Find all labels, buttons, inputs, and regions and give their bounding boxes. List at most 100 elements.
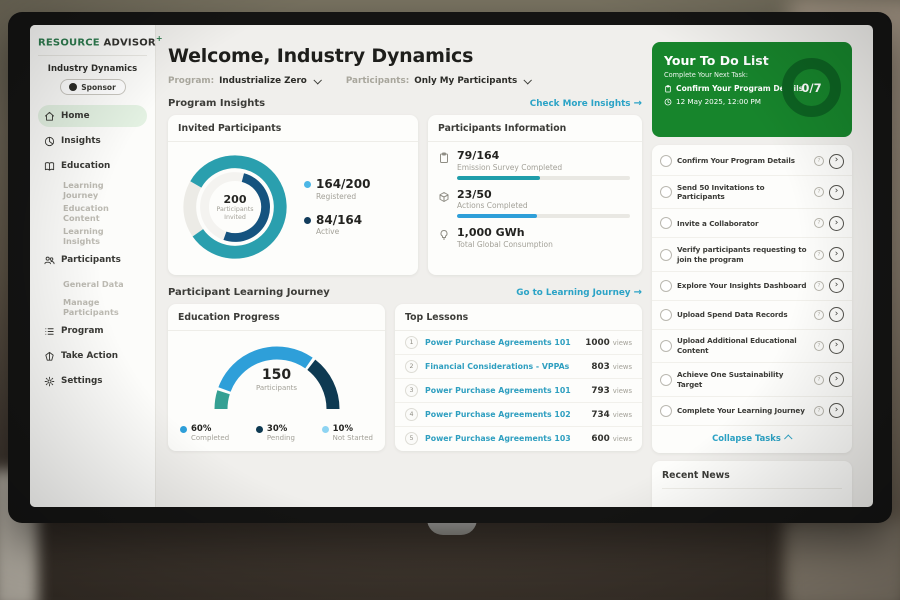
lesson-link[interactable]: Financial Considerations - VPPAs bbox=[425, 362, 570, 371]
progress-bar bbox=[457, 175, 630, 180]
card-title: Invited Participants bbox=[168, 115, 418, 142]
task-checkbox[interactable] bbox=[660, 308, 672, 321]
insights-icon bbox=[44, 136, 55, 147]
participants-icon bbox=[44, 255, 55, 266]
metric-label: Total Global Consumption bbox=[457, 239, 553, 249]
info-icon[interactable]: ? bbox=[814, 280, 824, 291]
sidebar-item-learning-insights[interactable]: Learning Insights bbox=[38, 226, 147, 246]
task-checkbox[interactable] bbox=[660, 404, 672, 417]
legend-completed: 60% Completed bbox=[180, 424, 229, 442]
task-checkbox[interactable] bbox=[660, 340, 672, 353]
task-go-button[interactable]: › bbox=[829, 184, 844, 200]
sidebar-item-settings[interactable]: Settings bbox=[38, 370, 147, 392]
go-to-learning-journey-link[interactable]: Go to Learning Journey → bbox=[516, 287, 642, 298]
sidebar-item-take-action[interactable]: Take Action bbox=[38, 345, 147, 367]
task-row: Confirm Your Program Details ? › bbox=[652, 147, 852, 176]
sidebar-item-label: Manage Participants bbox=[63, 297, 119, 318]
sidebar-item-label: Learning Insights bbox=[63, 226, 104, 247]
lesson-rank: 4 bbox=[405, 408, 418, 421]
sidebar-item-home[interactable]: Home bbox=[38, 105, 147, 128]
participants-dropdown[interactable]: Participants: Only My Participants bbox=[346, 76, 533, 86]
task-label: Achieve One Sustainability Target bbox=[677, 369, 784, 389]
arrow-right-icon: → bbox=[633, 287, 642, 298]
program-insights-title: Program Insights bbox=[168, 98, 266, 109]
sidebar-item-manage-participants[interactable]: Manage Participants bbox=[38, 297, 147, 317]
journey-cards-row: Education Progress 150 Participants bbox=[168, 304, 642, 451]
sidebar-item-label: Education Content bbox=[63, 203, 109, 224]
metric-label: Actions Completed bbox=[457, 201, 528, 211]
todo-tasks-card: Confirm Your Program Details ? › Send 50… bbox=[652, 145, 852, 453]
sidebar-divider bbox=[38, 55, 147, 57]
gauge-legend: 60% Completed 30% Pending 10% Not Starte… bbox=[168, 417, 385, 442]
info-icon[interactable]: ? bbox=[814, 405, 824, 416]
sidebar-item-program[interactable]: Program bbox=[38, 320, 147, 342]
legend-registered: 164/200 Registered bbox=[304, 177, 371, 201]
legend-value: 164/200 bbox=[316, 177, 371, 192]
sidebar-item-learning-journey[interactable]: Learning Journey bbox=[38, 180, 147, 200]
insights-cards-row: Invited Participants 200 Partic bbox=[168, 115, 642, 275]
metric-actions-completed: 23/50 Actions Completed bbox=[438, 188, 630, 219]
info-icon[interactable]: ? bbox=[814, 156, 824, 166]
sidebar-item-label: Learning Journey bbox=[63, 180, 104, 201]
lesson-link[interactable]: Power Purchase Agreements 101 bbox=[425, 386, 571, 395]
info-icon[interactable]: ? bbox=[814, 309, 824, 320]
task-go-button[interactable]: › bbox=[829, 153, 844, 169]
legend-not-started: 10% Not Started bbox=[321, 424, 373, 442]
task-checkbox[interactable] bbox=[660, 373, 672, 386]
learning-journey-header: Participant Learning Journey Go to Learn… bbox=[168, 287, 642, 298]
task-go-button[interactable]: › bbox=[829, 372, 844, 388]
todo-subtitle: Complete Your Next Task: bbox=[664, 71, 748, 79]
sidebar-item-participants[interactable]: Participants bbox=[38, 249, 147, 271]
check-more-insights-link[interactable]: Check More Insights → bbox=[529, 98, 642, 109]
info-icon[interactable]: ? bbox=[814, 187, 824, 198]
task-label: Confirm Your Program Details bbox=[677, 156, 795, 166]
task-checkbox[interactable] bbox=[660, 248, 672, 261]
info-icon[interactable]: ? bbox=[814, 341, 824, 352]
task-checkbox[interactable] bbox=[660, 186, 672, 199]
sidebar-item-education[interactable]: Education bbox=[38, 155, 147, 177]
metric-value: 1,000 GWh bbox=[457, 226, 525, 240]
lesson-link[interactable]: Power Purchase Agreements 101 bbox=[425, 338, 571, 347]
chevron-up-icon bbox=[783, 434, 793, 443]
task-go-button[interactable]: › bbox=[829, 307, 844, 323]
lesson-row: 5 Power Purchase Agreements 103 600 view… bbox=[395, 427, 642, 450]
education-gauge-chart: 150 Participants bbox=[202, 337, 352, 417]
todo-progress-ring: 0/7 bbox=[782, 58, 841, 117]
filters-row: Program: Industrialize Zero Participants… bbox=[168, 76, 642, 86]
sidebar-item-insights[interactable]: Insights bbox=[38, 130, 147, 152]
program-dropdown[interactable]: Program: Industrialize Zero bbox=[168, 76, 322, 86]
task-checkbox[interactable] bbox=[660, 279, 672, 292]
task-go-button[interactable]: › bbox=[829, 247, 844, 263]
info-icon[interactable]: ? bbox=[814, 249, 824, 260]
metric-label: Emission Survey Completed bbox=[457, 162, 563, 172]
task-checkbox[interactable] bbox=[660, 217, 672, 230]
task-label: Verify participants requesting to join t… bbox=[677, 244, 807, 264]
lesson-link[interactable]: Power Purchase Agreements 103 bbox=[425, 434, 571, 443]
learning-journey-title: Participant Learning Journey bbox=[168, 287, 330, 298]
task-row: Upload Additional Educational Content ? … bbox=[652, 330, 852, 364]
task-label: Invite a Collaborator bbox=[677, 218, 759, 228]
task-go-button[interactable]: › bbox=[829, 403, 844, 419]
invited-participants-card: Invited Participants 200 Partic bbox=[168, 115, 418, 275]
background-bottom-right-column bbox=[786, 520, 900, 600]
clock-icon bbox=[664, 98, 672, 106]
lesson-link[interactable]: Power Purchase Agreements 102 bbox=[425, 410, 571, 419]
card-title: Top Lessons bbox=[395, 304, 642, 331]
task-label: Complete Your Learning Journey bbox=[677, 405, 805, 415]
info-icon[interactable]: ? bbox=[814, 218, 824, 229]
task-go-button[interactable]: › bbox=[829, 278, 844, 294]
task-go-button[interactable]: › bbox=[829, 215, 844, 231]
task-checkbox[interactable] bbox=[660, 155, 672, 167]
sidebar-item-label: Program bbox=[61, 326, 104, 337]
collapse-tasks-link[interactable]: Collapse Tasks bbox=[652, 426, 852, 451]
org-name: Industry Dynamics bbox=[47, 64, 138, 75]
task-go-button[interactable]: › bbox=[829, 338, 844, 354]
info-icon[interactable]: ? bbox=[814, 374, 824, 385]
todo-title: Your To Do List bbox=[664, 53, 769, 68]
lesson-rank: 3 bbox=[405, 384, 418, 397]
lesson-row: 4 Power Purchase Agreements 102 734 view… bbox=[395, 403, 642, 427]
sidebar-item-general-data[interactable]: General Data bbox=[38, 274, 147, 294]
home-icon bbox=[44, 111, 55, 122]
sidebar-item-label: Take Action bbox=[61, 351, 118, 362]
sidebar-item-education-content[interactable]: Education Content bbox=[38, 203, 147, 223]
